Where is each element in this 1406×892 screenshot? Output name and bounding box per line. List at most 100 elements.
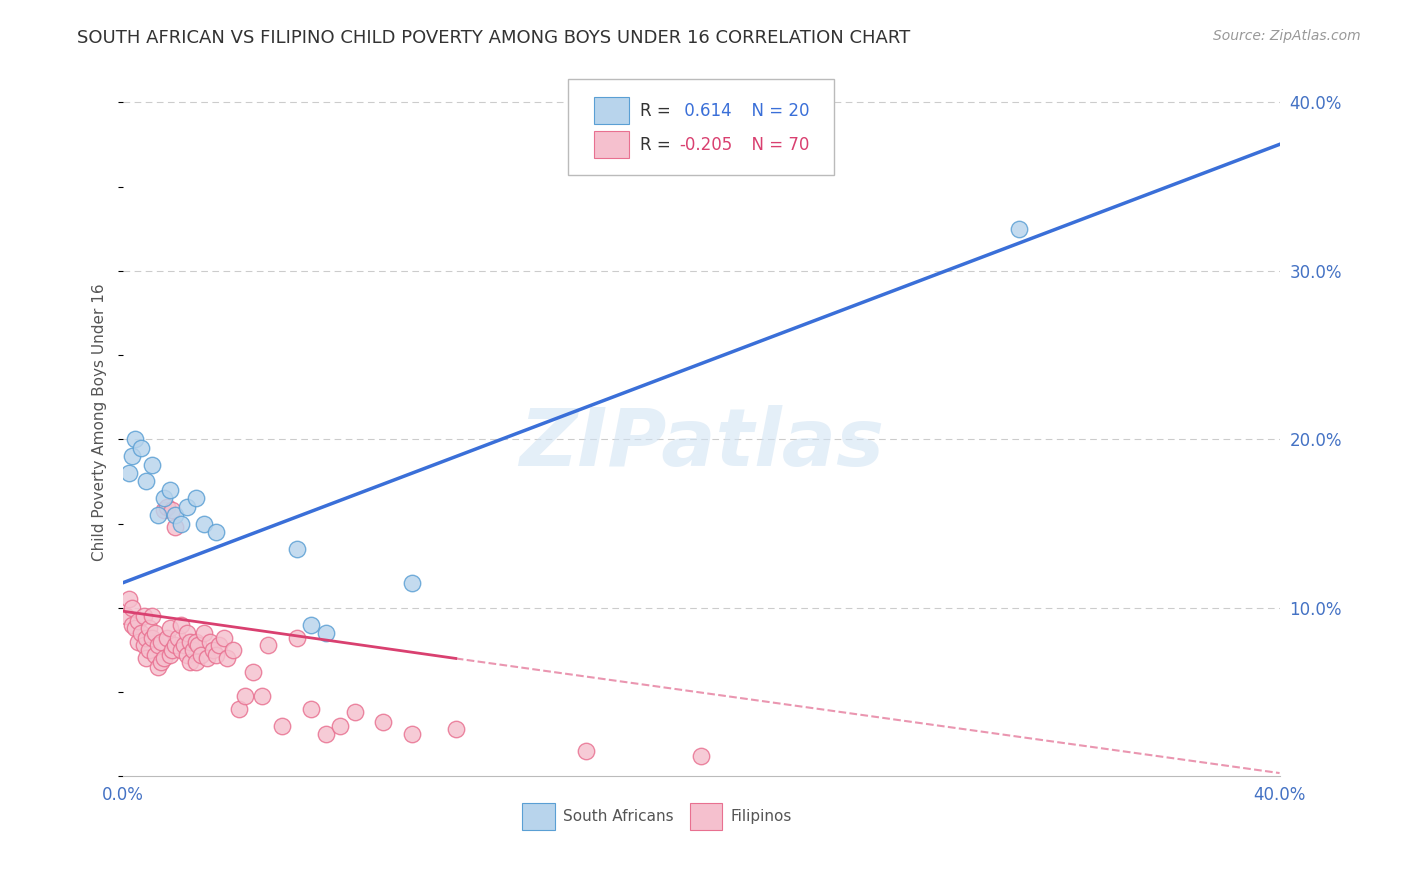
FancyBboxPatch shape bbox=[593, 97, 628, 124]
Point bbox=[184, 655, 207, 669]
Point bbox=[198, 634, 221, 648]
Text: R =: R = bbox=[640, 102, 676, 120]
Point bbox=[152, 651, 174, 665]
Point bbox=[149, 655, 172, 669]
Point bbox=[204, 648, 226, 662]
Point bbox=[256, 638, 278, 652]
Point bbox=[141, 609, 163, 624]
Point bbox=[165, 508, 187, 523]
Point bbox=[179, 655, 201, 669]
Text: -0.205: -0.205 bbox=[679, 136, 733, 153]
Point bbox=[129, 441, 152, 455]
Point bbox=[159, 621, 181, 635]
Point bbox=[149, 634, 172, 648]
Point bbox=[118, 592, 141, 607]
Point bbox=[135, 631, 157, 645]
Point bbox=[204, 524, 226, 539]
Point bbox=[271, 719, 294, 733]
Point bbox=[401, 575, 423, 590]
Point bbox=[121, 600, 143, 615]
Point bbox=[575, 744, 598, 758]
Point bbox=[222, 643, 245, 657]
Text: N = 70: N = 70 bbox=[741, 136, 808, 153]
Point bbox=[138, 621, 160, 635]
Point bbox=[315, 626, 337, 640]
Point bbox=[233, 689, 256, 703]
FancyBboxPatch shape bbox=[593, 131, 628, 158]
Point bbox=[127, 615, 149, 629]
Point bbox=[242, 665, 264, 679]
Point bbox=[285, 541, 308, 556]
FancyBboxPatch shape bbox=[522, 803, 554, 830]
Text: ZIPatlas: ZIPatlas bbox=[519, 405, 884, 483]
Point bbox=[187, 638, 209, 652]
Point bbox=[124, 621, 146, 635]
Point bbox=[121, 617, 143, 632]
Point bbox=[170, 643, 193, 657]
Point bbox=[444, 723, 467, 737]
Point bbox=[299, 617, 322, 632]
Point bbox=[146, 508, 169, 523]
Point bbox=[329, 719, 352, 733]
Point bbox=[159, 648, 181, 662]
Point bbox=[162, 503, 184, 517]
Point bbox=[135, 651, 157, 665]
Point bbox=[315, 727, 337, 741]
Point bbox=[129, 626, 152, 640]
Point bbox=[176, 500, 198, 514]
Point bbox=[1008, 221, 1031, 235]
Point bbox=[132, 609, 155, 624]
Point bbox=[343, 706, 366, 720]
Point bbox=[184, 491, 207, 506]
Point bbox=[193, 626, 215, 640]
Y-axis label: Child Poverty Among Boys Under 16: Child Poverty Among Boys Under 16 bbox=[93, 284, 107, 561]
Point bbox=[184, 634, 207, 648]
Point bbox=[143, 648, 166, 662]
Point bbox=[135, 475, 157, 489]
Point bbox=[250, 689, 273, 703]
Point bbox=[228, 702, 250, 716]
Text: South Africans: South Africans bbox=[562, 808, 673, 823]
Point bbox=[152, 491, 174, 506]
Point bbox=[214, 631, 236, 645]
Text: SOUTH AFRICAN VS FILIPINO CHILD POVERTY AMONG BOYS UNDER 16 CORRELATION CHART: SOUTH AFRICAN VS FILIPINO CHILD POVERTY … bbox=[77, 29, 911, 46]
Point bbox=[373, 715, 395, 730]
Point bbox=[156, 631, 179, 645]
Point bbox=[138, 643, 160, 657]
Point bbox=[176, 648, 198, 662]
Text: Source: ZipAtlas.com: Source: ZipAtlas.com bbox=[1213, 29, 1361, 43]
Point bbox=[217, 651, 239, 665]
Point bbox=[167, 631, 190, 645]
Point bbox=[285, 631, 308, 645]
Point bbox=[195, 651, 218, 665]
Point bbox=[190, 648, 212, 662]
Point bbox=[143, 626, 166, 640]
Point bbox=[173, 638, 195, 652]
Point bbox=[152, 503, 174, 517]
Point bbox=[156, 500, 179, 514]
Point bbox=[193, 516, 215, 531]
Point bbox=[141, 631, 163, 645]
Point bbox=[690, 749, 713, 764]
Point bbox=[165, 638, 187, 652]
FancyBboxPatch shape bbox=[690, 803, 723, 830]
Point bbox=[170, 617, 193, 632]
Text: N = 20: N = 20 bbox=[741, 102, 810, 120]
Point bbox=[159, 483, 181, 497]
Point bbox=[132, 638, 155, 652]
Point bbox=[118, 466, 141, 480]
Point bbox=[121, 449, 143, 463]
Point bbox=[401, 727, 423, 741]
Point bbox=[162, 643, 184, 657]
Point bbox=[299, 702, 322, 716]
Point bbox=[170, 516, 193, 531]
Point bbox=[181, 643, 204, 657]
Point bbox=[176, 626, 198, 640]
Point bbox=[127, 634, 149, 648]
Text: Filipinos: Filipinos bbox=[730, 808, 792, 823]
Point bbox=[146, 660, 169, 674]
Text: 0.614: 0.614 bbox=[679, 102, 733, 120]
Text: R =: R = bbox=[640, 136, 676, 153]
Point bbox=[124, 433, 146, 447]
Point bbox=[141, 458, 163, 472]
